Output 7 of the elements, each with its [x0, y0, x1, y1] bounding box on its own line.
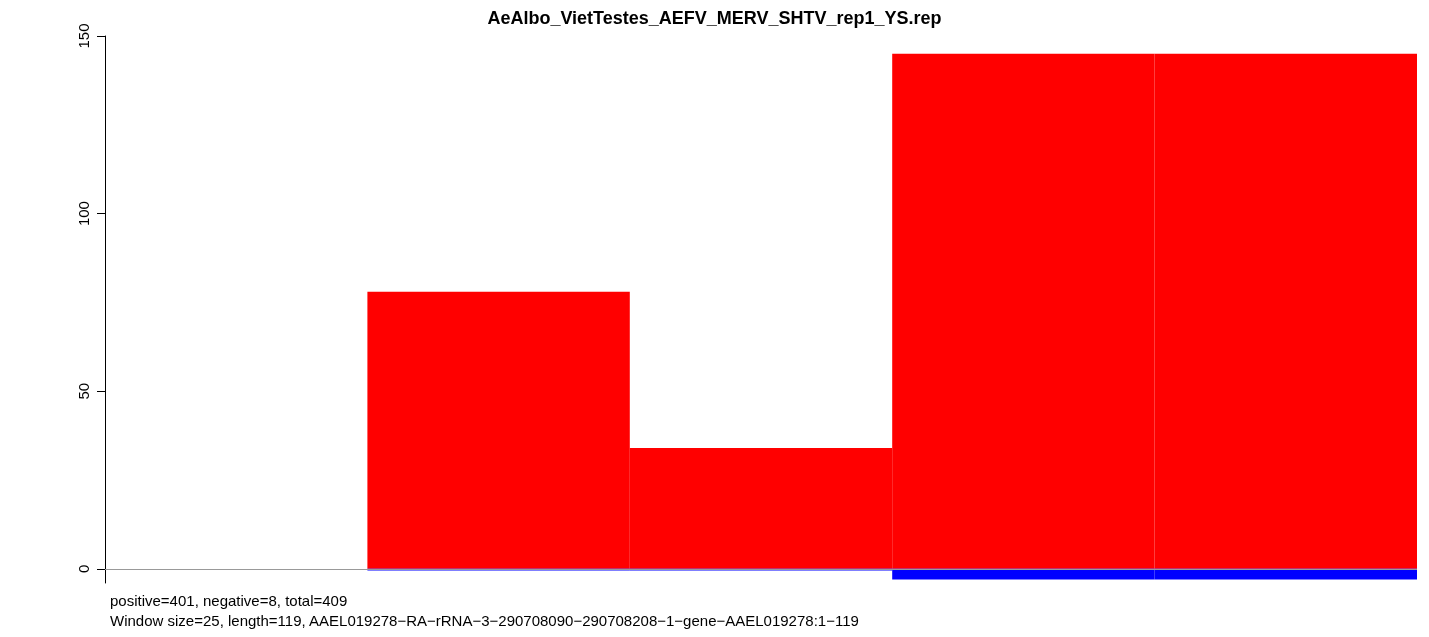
- text: Window size=25, length=119, AAEL019278−RA−rRNA−3−290708090−290708208−1−gene−AAEL019278:1−119: [110, 612, 859, 629]
- text: positive=401, negative=8, total=409: [110, 592, 348, 609]
- chart-title: AeAlbo_VietTestes_AEFV_MERV_SHTV_rep1_YS.rep: [487, 8, 942, 28]
- y-tick-label: 150: [75, 23, 92, 49]
- y-tick-label: 50: [75, 382, 92, 400]
- y-tick-label: 0: [75, 564, 92, 573]
- y-tick-label: 100: [75, 201, 92, 227]
